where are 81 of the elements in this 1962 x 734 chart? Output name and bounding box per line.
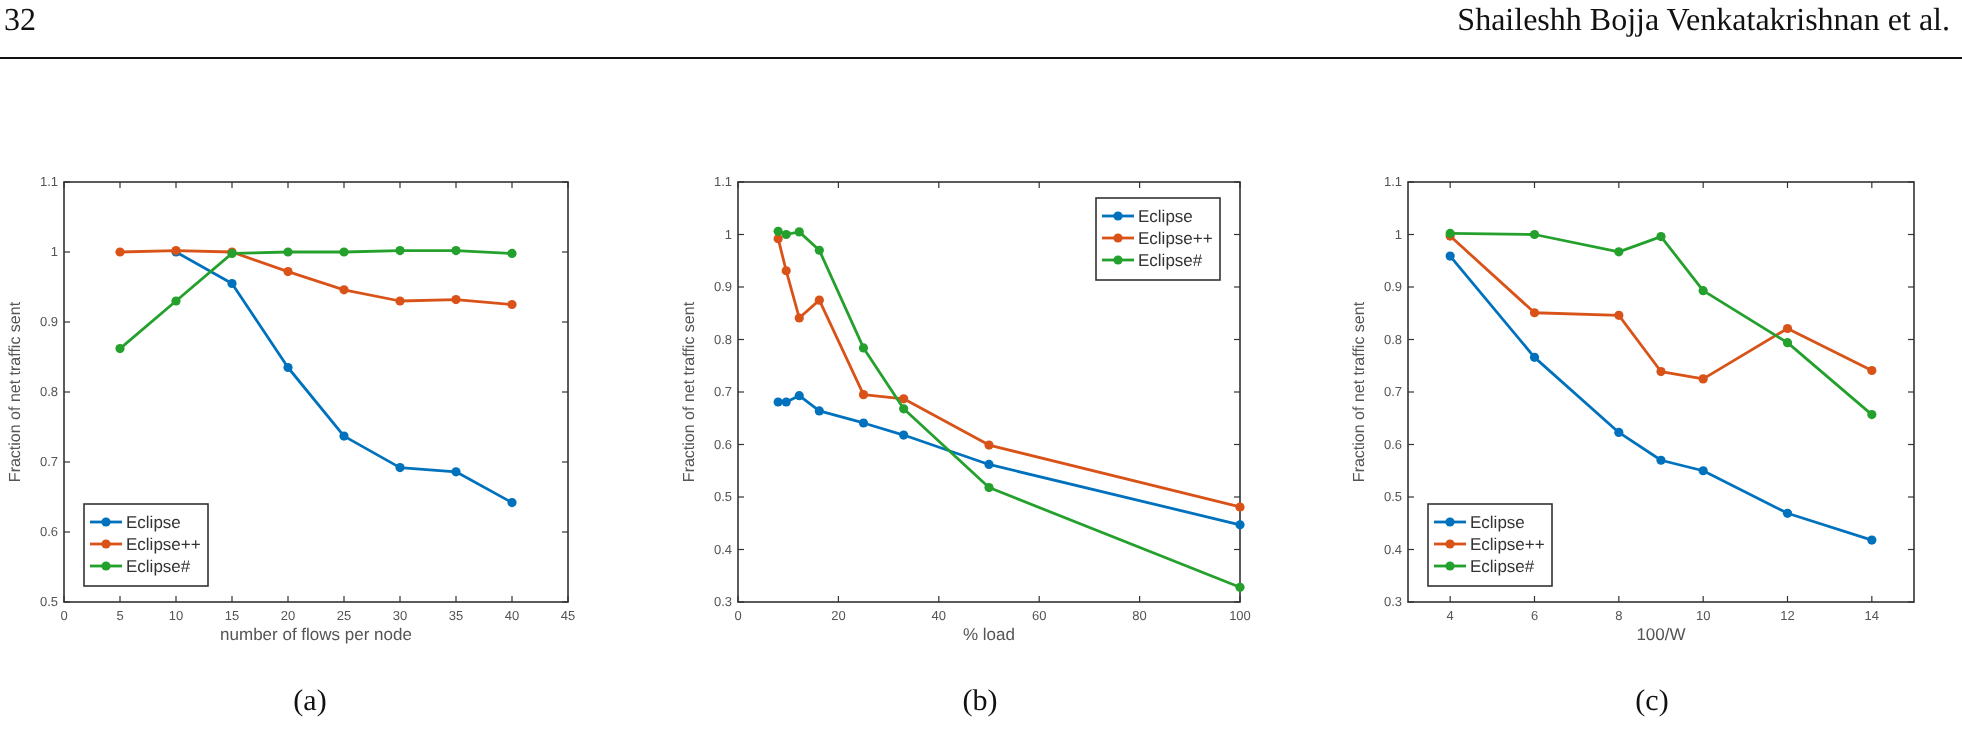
point — [1782, 338, 1793, 348]
point — [507, 299, 517, 310]
text: Shaileshh Bojja Venkatakrishnan et al. — [1457, 4, 1950, 38]
point — [773, 397, 783, 407]
point — [984, 440, 994, 450]
legend-label: Eclipse — [126, 511, 182, 532]
legend-label: Eclipse# — [126, 555, 191, 576]
point — [814, 295, 824, 305]
legend-label: Eclipse++ — [1470, 533, 1545, 554]
point — [1529, 229, 1540, 240]
point — [115, 344, 125, 354]
point — [1235, 582, 1245, 592]
point — [1698, 286, 1708, 296]
legend-label: Eclipse# — [1138, 249, 1203, 270]
legend-label: Eclipse++ — [126, 533, 201, 554]
point — [451, 295, 461, 305]
point — [1529, 352, 1540, 362]
point — [1529, 308, 1540, 318]
point — [1614, 247, 1624, 257]
point — [171, 296, 181, 306]
legend-label: Eclipse# — [1470, 555, 1535, 576]
point — [507, 248, 517, 258]
text: (c) — [1635, 686, 1669, 718]
text: (b) — [962, 686, 998, 718]
point — [858, 390, 869, 400]
point — [283, 267, 293, 277]
x-axis-title: 100/W — [1636, 624, 1686, 644]
point — [1614, 427, 1624, 438]
point — [283, 247, 293, 257]
point — [984, 459, 994, 470]
point — [1656, 232, 1666, 242]
point — [451, 246, 461, 256]
x-axis-title: % load — [963, 624, 1016, 644]
point — [1867, 409, 1877, 420]
point — [507, 498, 517, 508]
point — [781, 266, 791, 276]
point — [984, 482, 994, 493]
x-axis-title: number of flows per node — [220, 624, 413, 644]
point — [858, 418, 869, 428]
point — [395, 246, 405, 256]
text: (a) — [293, 686, 327, 718]
point — [339, 431, 349, 441]
y-axis-title: Fraction of net traffic sent — [6, 300, 24, 483]
legend-label: Eclipse++ — [1138, 227, 1213, 248]
point — [339, 247, 349, 257]
point — [1614, 310, 1624, 320]
point — [814, 245, 824, 255]
point — [773, 226, 783, 236]
point — [794, 227, 804, 237]
point — [794, 391, 804, 401]
point — [1656, 455, 1666, 465]
point — [1698, 374, 1708, 384]
point — [814, 406, 824, 416]
point — [395, 463, 405, 473]
legend-label: Eclipse — [1138, 205, 1194, 226]
point — [1235, 520, 1245, 530]
point — [899, 430, 909, 440]
text: 32 — [4, 4, 36, 38]
point — [794, 313, 804, 323]
point — [858, 343, 869, 353]
y-axis-title: Fraction of net traffic sent — [680, 300, 698, 483]
point — [1656, 366, 1666, 377]
point — [781, 397, 791, 407]
point — [1235, 502, 1245, 512]
y-axis-title: Fraction of net traffic sent — [1350, 300, 1368, 483]
point — [395, 296, 405, 306]
point — [339, 285, 349, 295]
point — [115, 247, 125, 257]
point — [283, 362, 293, 373]
point — [1782, 323, 1793, 334]
point — [1445, 251, 1455, 261]
point — [781, 229, 791, 240]
point — [1698, 466, 1708, 476]
point — [1867, 365, 1877, 376]
point — [1782, 508, 1793, 518]
point — [227, 278, 237, 289]
point — [451, 467, 461, 477]
point — [899, 404, 909, 414]
point — [899, 394, 909, 404]
legend-label: Eclipse — [1470, 511, 1526, 532]
point — [1867, 535, 1877, 545]
